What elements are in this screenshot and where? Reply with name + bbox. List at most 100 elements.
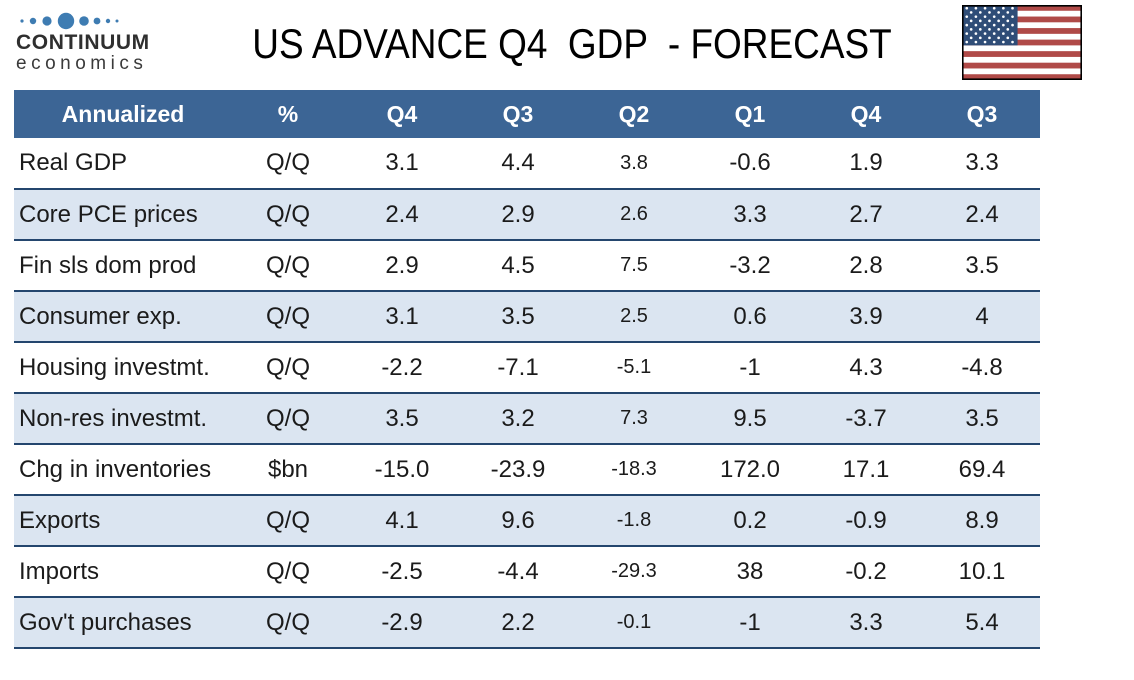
row-unit: Q/Q: [265, 302, 310, 330]
cell-value: -0.1: [616, 611, 652, 633]
cell-value: 3.2: [501, 404, 535, 432]
cell-value: 4.1: [385, 506, 419, 534]
cell-value: -4.8: [961, 353, 1003, 381]
cell-value: -1: [739, 608, 761, 636]
cell-value: -0.6: [729, 149, 771, 176]
cell-value: 10.1: [958, 557, 1006, 585]
col-header-annualized: Annualized: [61, 100, 185, 127]
cell-value: 3.3: [965, 149, 999, 176]
row-label: Consumer exp.: [19, 302, 182, 330]
cell-value: 7.5: [620, 254, 648, 276]
col-header-unit: %: [277, 100, 299, 127]
cell-value: 2.4: [385, 200, 419, 228]
cell-value: 3.5: [385, 404, 419, 432]
cell-value: 2.7: [849, 200, 883, 228]
row-label: Chg in inventories: [19, 455, 212, 483]
row-unit: $bn: [267, 455, 309, 483]
col-header-q1: Q1: [734, 100, 766, 127]
continuum-logo: CONTINUUM economics: [16, 12, 186, 75]
cell-value: 7.3: [620, 407, 648, 429]
row-label: Gov't purchases: [19, 608, 192, 636]
cell-value: 3.9: [849, 302, 883, 330]
row-label: Fin sls dom prod: [19, 251, 197, 279]
gdp-forecast-table: Annualized % Q4 Q3 Q2 Q1 Q4 Q3 Real GDP Q…: [14, 90, 1040, 649]
cell-value: 3.5: [965, 404, 999, 432]
col-header-q3: Q3: [502, 100, 534, 127]
row-unit: Q/Q: [265, 149, 310, 176]
row-unit: Q/Q: [265, 200, 310, 228]
table-header-row: Annualized % Q4 Q3 Q2 Q1 Q4 Q3: [14, 90, 1040, 138]
cell-value: 2.4: [965, 200, 999, 228]
cell-value: 3.5: [965, 251, 999, 279]
cell-value: 2.6: [620, 203, 648, 225]
cell-value: 5.4: [965, 608, 999, 636]
cell-value: 38: [736, 557, 764, 585]
cell-value: 69.4: [958, 455, 1006, 483]
cell-value: 4.4: [501, 149, 535, 176]
cell-value: 4: [975, 302, 989, 330]
cell-value: 3.1: [385, 302, 419, 330]
cell-value: -29.3: [611, 560, 657, 582]
col-header-q4-prev: Q4: [850, 100, 882, 127]
row-label: Exports: [19, 506, 101, 534]
cell-value: -7.1: [497, 353, 539, 381]
cell-value: 8.9: [965, 506, 999, 534]
table-row: Non-res investmt. Q/Q 3.5 3.2 7.3 9.5 -3.7 3.5: [14, 393, 1040, 444]
table-row: Consumer exp. Q/Q 3.1 3.5 2.5 0.6 3.9 4: [14, 291, 1040, 342]
cell-value: -3.7: [845, 404, 887, 432]
cell-value: -2.5: [381, 557, 423, 585]
table-row: Imports Q/Q -2.5 -4.4 -29.3 38 -0.2 10.1: [14, 546, 1040, 597]
cell-value: -4.4: [497, 557, 539, 585]
cell-value: 3.1: [385, 149, 419, 176]
cell-value: 4.3: [849, 353, 883, 381]
cell-value: 3.3: [849, 608, 883, 636]
cell-value: 2.5: [620, 305, 648, 327]
row-unit: Q/Q: [265, 557, 310, 585]
col-header-q2: Q2: [618, 100, 650, 127]
row-label: Core PCE prices: [19, 200, 198, 228]
cell-value: 4.5: [501, 251, 535, 279]
cell-value: -0.2: [845, 557, 887, 585]
table-body: Real GDP Q/Q 3.1 4.4 3.8 -0.6 1.9 3.3 Core PCE p…: [14, 138, 1040, 648]
row-unit: Q/Q: [265, 506, 310, 534]
cell-value: -23.9: [490, 455, 546, 483]
page-title: US ADVANCE Q4 GDP - FORECAST: [252, 20, 892, 67]
cell-value: -2.2: [381, 353, 423, 381]
table-row: Housing investmt. Q/Q -2.2 -7.1 -5.1 -1 4.3 -4.…: [14, 342, 1040, 393]
col-header-q4: Q4: [386, 100, 418, 127]
cell-value: 3.3: [733, 200, 767, 228]
table-row: Core PCE prices Q/Q 2.4 2.9 2.6 3.3 2.7 2.4: [14, 189, 1040, 240]
logo-name: CONTINUUM: [16, 31, 150, 54]
cell-value: 2.9: [385, 251, 419, 279]
logo-subtitle: economics: [16, 53, 148, 75]
row-unit: Q/Q: [265, 608, 310, 636]
cell-value: -15.0: [374, 455, 430, 483]
cell-value: 3.5: [501, 302, 535, 330]
cell-value: -3.2: [729, 251, 771, 279]
row-label: Non-res investmt.: [19, 404, 208, 432]
cell-value: 9.5: [733, 404, 767, 432]
cell-value: 2.2: [501, 608, 535, 636]
cell-value: 2.9: [501, 200, 535, 228]
table-row: Exports Q/Q 4.1 9.6 -1.8 0.2 -0.9 8.9: [14, 495, 1040, 546]
cell-value: -1.8: [616, 509, 652, 531]
row-label: Imports: [19, 557, 100, 585]
cell-value: 17.1: [842, 455, 890, 483]
row-unit: Q/Q: [265, 404, 310, 432]
cell-value: -5.1: [616, 356, 652, 378]
table-row: Chg in inventories $bn -15.0 -23.9 -18.3 172.…: [14, 444, 1040, 495]
cell-value: -1: [739, 353, 761, 381]
cell-value: 3.8: [620, 151, 648, 174]
cell-value: 1.9: [849, 149, 883, 176]
cell-value: 0.6: [733, 302, 767, 330]
row-label: Housing investmt.: [19, 353, 210, 381]
col-header-q3-prev: Q3: [966, 100, 998, 127]
row-label: Real GDP: [19, 149, 128, 176]
row-unit: Q/Q: [265, 353, 310, 381]
table-row: Fin sls dom prod Q/Q 2.9 4.5 7.5 -3.2 2.8 3.5: [14, 240, 1040, 291]
logo-dots-icon: [20, 12, 119, 30]
table-row: Real GDP Q/Q 3.1 4.4 3.8 -0.6 1.9 3.3: [14, 138, 1040, 189]
us-flag-icon: [962, 5, 1082, 80]
cell-value: -18.3: [611, 458, 657, 480]
